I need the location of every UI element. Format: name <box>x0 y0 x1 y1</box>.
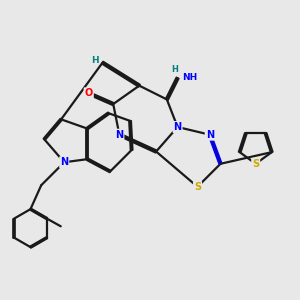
Text: S: S <box>252 159 259 169</box>
Text: S: S <box>194 182 201 192</box>
Text: N: N <box>115 130 123 140</box>
Text: N: N <box>60 157 68 167</box>
Text: N: N <box>173 122 181 132</box>
Text: H: H <box>91 56 99 65</box>
Text: NH: NH <box>182 74 197 82</box>
Text: N: N <box>206 130 214 140</box>
Text: O: O <box>85 88 93 98</box>
Text: H: H <box>171 65 178 74</box>
